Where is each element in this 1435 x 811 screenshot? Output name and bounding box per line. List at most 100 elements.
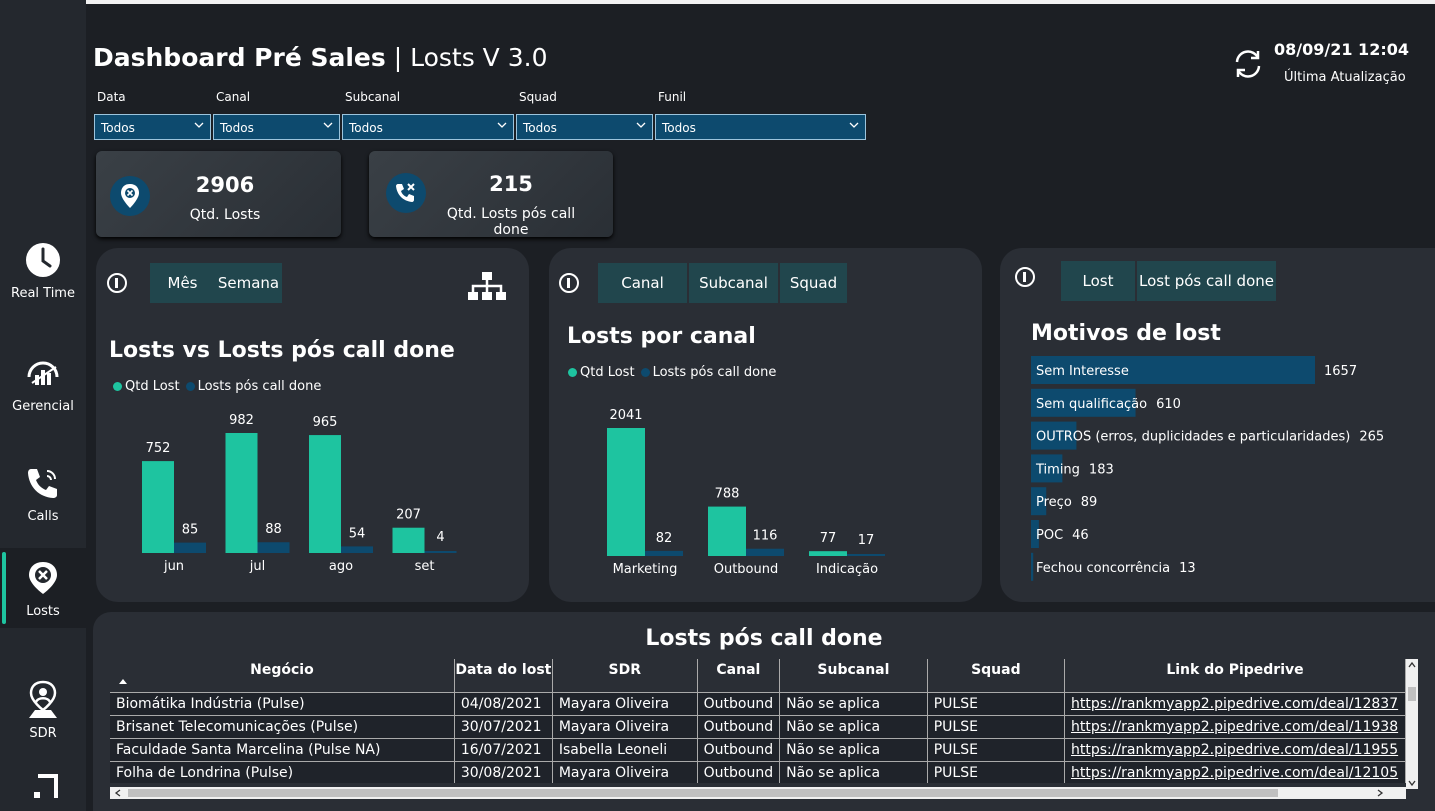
chevron-down-icon bbox=[497, 122, 507, 128]
tab-canal[interactable]: Canal bbox=[598, 263, 687, 303]
filter-canal-select[interactable]: Todos bbox=[213, 114, 340, 140]
hierarchy-icon[interactable] bbox=[466, 270, 508, 307]
cell-subcanal: Não se aplica bbox=[779, 714, 928, 738]
col-header-negocio[interactable]: Negócio bbox=[110, 659, 455, 692]
data-label: 610 bbox=[1156, 397, 1181, 412]
sort-asc-icon bbox=[119, 679, 127, 684]
cell-data: 30/07/2021 bbox=[454, 714, 553, 738]
cell-squad: PULSE bbox=[927, 760, 1065, 783]
sidebar-item-gerencial[interactable]: Gerencial bbox=[0, 328, 86, 438]
bar-ago-pos-call bbox=[341, 546, 373, 553]
kpi-value: 215 bbox=[489, 172, 533, 196]
bar-Marketing-qtd-lost bbox=[607, 428, 645, 556]
category-label: OUTROS (erros, duplicidades e particular… bbox=[1036, 430, 1350, 445]
lost-type-tabs: Lost Lost pós call done bbox=[1061, 261, 1278, 301]
data-label: 89 bbox=[1081, 495, 1098, 510]
cell-pipedrive-link[interactable]: https://rankmyapp2.pipedrive.com/deal/12… bbox=[1064, 760, 1406, 783]
tab-lost-pos-call[interactable]: Lost pós call done bbox=[1137, 261, 1276, 301]
legend-item-qtd-lost: Qtd Lost bbox=[568, 365, 635, 380]
data-label: 982 bbox=[229, 413, 254, 428]
title-light: Losts V 3.0 bbox=[410, 43, 548, 72]
cell-pipedrive-link[interactable]: https://rankmyapp2.pipedrive.com/deal/12… bbox=[1064, 691, 1406, 715]
col-header-subcanal[interactable]: Subcanal bbox=[779, 659, 928, 692]
filter-value: Todos bbox=[101, 121, 135, 135]
filter-funil-select[interactable]: Todos bbox=[655, 114, 866, 140]
refresh-icon[interactable] bbox=[1230, 46, 1266, 82]
bar-Indicação-qtd-lost bbox=[809, 551, 847, 556]
cell-pipedrive-link[interactable]: https://rankmyapp2.pipedrive.com/deal/11… bbox=[1064, 737, 1406, 761]
table-row[interactable]: Folha de Londrina (Pulse) 30/08/2021 May… bbox=[110, 760, 1406, 783]
cell-pipedrive-link[interactable]: https://rankmyapp2.pipedrive.com/deal/11… bbox=[1064, 714, 1406, 738]
tab-semana[interactable]: Semana bbox=[215, 263, 282, 303]
scroll-up-icon[interactable] bbox=[1406, 659, 1418, 671]
col-header-canal[interactable]: Canal bbox=[697, 659, 781, 692]
exit-icon[interactable] bbox=[30, 772, 60, 802]
bar-reason bbox=[1031, 356, 1315, 384]
table-scroll-area[interactable]: Negócio Data do lost SDR Canal Subcanal … bbox=[110, 659, 1406, 783]
tick-label: set bbox=[415, 559, 435, 574]
col-header-data-do-lost[interactable]: Data do lost bbox=[454, 659, 553, 692]
filter-label-canal: Canal bbox=[216, 90, 251, 104]
data-label: 2041 bbox=[609, 408, 642, 423]
legend-dot bbox=[568, 368, 577, 377]
bar-Marketing-pos-call bbox=[645, 550, 683, 556]
tab-subcanal[interactable]: Subcanal bbox=[689, 263, 778, 303]
sidebar-item-calls[interactable]: Calls bbox=[0, 438, 86, 548]
col-header-squad[interactable]: Squad bbox=[927, 659, 1065, 692]
scroll-right-icon[interactable] bbox=[1374, 787, 1386, 799]
top-border bbox=[0, 0, 1435, 4]
sidebar-item-real-time[interactable]: Real Time bbox=[0, 215, 86, 325]
col-header-sdr[interactable]: SDR bbox=[552, 659, 698, 692]
category-label: Sem Interesse bbox=[1036, 364, 1129, 379]
info-icon[interactable] bbox=[559, 273, 579, 293]
kpi-card-losts: 2906 Qtd. Losts bbox=[96, 151, 341, 237]
sidebar-item-label: Real Time bbox=[11, 285, 75, 301]
bar-Outbound-pos-call bbox=[746, 548, 784, 556]
cell-sdr: Mayara Oliveira bbox=[552, 760, 698, 783]
bar-set-qtd-lost bbox=[392, 527, 425, 553]
table-row[interactable]: Brisanet Telecomunicações (Pulse) 30/07/… bbox=[110, 714, 1406, 738]
panel-losts-vs-pos-call: Mês Semana Losts vs Losts pós call done … bbox=[96, 248, 529, 602]
data-label: 82 bbox=[656, 531, 673, 546]
tick-label: ago bbox=[329, 559, 353, 574]
info-icon[interactable] bbox=[107, 273, 127, 293]
sidebar-item-losts[interactable]: Losts bbox=[0, 548, 86, 628]
bar-Indicação-pos-call bbox=[847, 554, 885, 556]
cell-data: 30/08/2021 bbox=[454, 760, 553, 783]
filter-squad-select[interactable]: Todos bbox=[516, 114, 653, 140]
scroll-thumb[interactable] bbox=[128, 789, 1278, 797]
filter-subcanal-select[interactable]: Todos bbox=[342, 114, 514, 140]
cell-negocio: Biomátika Indústria (Pulse) bbox=[110, 691, 455, 715]
tab-lost[interactable]: Lost bbox=[1061, 261, 1135, 301]
scroll-down-icon[interactable] bbox=[1406, 777, 1418, 789]
tab-squad[interactable]: Squad bbox=[780, 263, 847, 303]
kpi-card-losts-pos-call: 215 Qtd. Losts pós call done bbox=[369, 151, 613, 238]
legend-label: Qtd Lost bbox=[125, 379, 180, 394]
table-row[interactable]: Biomátika Indústria (Pulse) 04/08/2021 M… bbox=[110, 691, 1406, 715]
lost-pin-icon bbox=[23, 558, 63, 598]
bar-reason bbox=[1031, 454, 1063, 483]
table-row[interactable]: Faculdade Santa Marcelina (Pulse NA) 16/… bbox=[110, 737, 1406, 761]
horizontal-scrollbar[interactable] bbox=[110, 787, 1406, 799]
vertical-scrollbar[interactable] bbox=[1406, 659, 1418, 789]
tick-label: Indicação bbox=[816, 562, 878, 577]
channel-tabs: Canal Subcanal Squad bbox=[598, 263, 849, 303]
scroll-left-icon[interactable] bbox=[112, 787, 124, 799]
filter-data-select[interactable]: Todos bbox=[94, 114, 211, 140]
cell-sdr: Mayara Oliveira bbox=[552, 691, 698, 715]
data-label: 1657 bbox=[1324, 364, 1357, 379]
cell-canal: Outbound bbox=[697, 760, 781, 783]
info-icon[interactable] bbox=[1015, 267, 1035, 287]
phone-cancel-icon bbox=[386, 173, 426, 213]
tick-label: Marketing bbox=[613, 562, 678, 577]
tab-mes[interactable]: Mês bbox=[150, 263, 215, 303]
cell-negocio: Faculdade Santa Marcelina (Pulse NA) bbox=[110, 737, 455, 761]
cell-subcanal: Não se aplica bbox=[779, 760, 928, 783]
scroll-thumb[interactable] bbox=[1408, 687, 1416, 701]
legend-item-pos-call: Losts pós call done bbox=[185, 379, 321, 394]
filter-value: Todos bbox=[523, 121, 557, 135]
col-header-link[interactable]: Link do Pipedrive bbox=[1064, 659, 1406, 692]
chevron-down-icon bbox=[849, 122, 859, 128]
sidebar-item-sdr[interactable]: SDR bbox=[0, 660, 86, 760]
